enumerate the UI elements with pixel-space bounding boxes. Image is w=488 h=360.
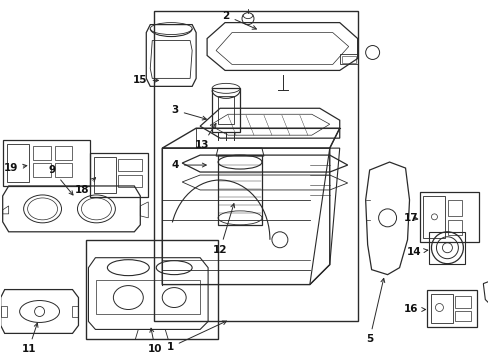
Text: 6: 6 <box>0 359 1 360</box>
Bar <box>72 306 78 318</box>
Text: 10: 10 <box>148 328 162 354</box>
Bar <box>447 200 462 216</box>
Bar <box>341 57 355 63</box>
Bar <box>218 155 262 225</box>
Bar <box>86 240 218 339</box>
Bar <box>427 289 476 328</box>
Text: 5: 5 <box>366 278 384 345</box>
Text: 19: 19 <box>3 163 27 173</box>
Bar <box>212 88 240 132</box>
Bar <box>7 144 29 182</box>
Text: 17: 17 <box>404 213 418 223</box>
Bar <box>118 159 142 171</box>
Text: 1: 1 <box>166 321 226 352</box>
Bar <box>423 196 445 238</box>
Bar <box>55 163 72 177</box>
Text: 11: 11 <box>21 323 38 354</box>
Bar <box>33 163 50 177</box>
Bar <box>419 192 478 242</box>
Text: 8: 8 <box>0 359 1 360</box>
Bar <box>118 175 142 187</box>
Text: 12: 12 <box>212 204 234 255</box>
Bar <box>430 293 452 323</box>
Bar <box>447 220 462 235</box>
Text: 9: 9 <box>49 165 73 195</box>
Text: 13: 13 <box>195 123 216 150</box>
Text: 18: 18 <box>75 178 95 195</box>
Text: 2: 2 <box>222 11 256 29</box>
Text: 7: 7 <box>0 359 1 360</box>
Bar <box>339 54 357 64</box>
Bar <box>218 96 234 124</box>
Text: 15: 15 <box>133 75 158 85</box>
Bar <box>55 146 72 160</box>
Bar <box>454 296 470 307</box>
Bar <box>90 153 148 197</box>
Bar <box>428 232 465 264</box>
Bar <box>2 140 90 186</box>
Bar <box>94 157 116 193</box>
Bar <box>33 146 50 160</box>
Text: 4: 4 <box>171 160 206 170</box>
Text: 3: 3 <box>171 105 206 120</box>
Bar <box>454 311 470 321</box>
Bar <box>0 306 7 318</box>
Text: 16: 16 <box>404 305 425 315</box>
Bar <box>154 11 357 321</box>
Text: 14: 14 <box>407 247 427 257</box>
